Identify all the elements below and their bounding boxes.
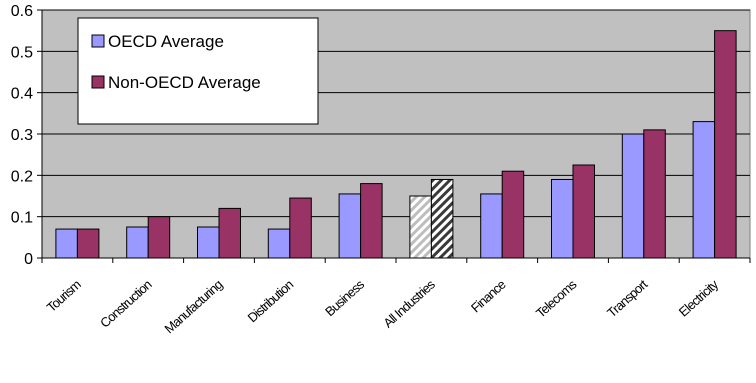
legend-swatch xyxy=(91,75,105,89)
category-label: Distribution xyxy=(245,277,297,326)
bar-non-oecd xyxy=(501,170,525,259)
category-label: All Industries xyxy=(380,276,438,330)
y-tick-label: 0 xyxy=(24,251,33,268)
y-tick-label: 0.5 xyxy=(11,44,33,61)
category-labels: Tourism Construction Manufacturing Distribu… xyxy=(44,276,722,336)
bar-non-oecd xyxy=(76,228,100,259)
category-label: Transport xyxy=(604,276,651,320)
category-label: Tourism xyxy=(44,277,84,315)
legend: OECD Average Non-OECD Average xyxy=(77,17,319,125)
bar-oecd xyxy=(551,178,574,259)
bar-oecd xyxy=(480,193,503,259)
bar-non-oecd xyxy=(430,178,454,259)
bar-non-oecd xyxy=(643,129,666,259)
bar-oecd xyxy=(409,195,432,259)
category-label: Finance xyxy=(468,277,509,316)
category-label: Electricity xyxy=(676,276,722,319)
category-label: Manufacturing xyxy=(161,277,225,337)
bar-non-oecd xyxy=(360,183,383,259)
category-label: Telecoms xyxy=(533,276,580,320)
category-label: Business xyxy=(322,276,367,319)
category-label: Construction xyxy=(97,277,155,331)
y-tick-label: 0.3 xyxy=(11,127,33,144)
y-tick-label: 0.1 xyxy=(11,210,33,227)
bar-non-oecd xyxy=(147,216,171,259)
bar-non-oecd xyxy=(572,164,595,259)
y-tick-label: 0.2 xyxy=(11,168,33,185)
legend-label: Non-OECD Average xyxy=(108,73,261,92)
bar-oecd xyxy=(621,133,645,259)
y-tick-label: 0.4 xyxy=(11,86,33,103)
bar-non-oecd xyxy=(218,207,241,259)
legend-swatch xyxy=(91,34,105,48)
y-tick-label: 0.6 xyxy=(11,3,33,20)
bars xyxy=(55,30,737,259)
bar-oecd xyxy=(692,121,716,259)
legend-box xyxy=(77,17,319,125)
legend-label: OECD Average xyxy=(108,32,224,51)
bar-non-oecd xyxy=(714,30,737,259)
bar-oecd xyxy=(55,228,78,259)
bar-oecd xyxy=(267,228,291,259)
bar-oecd xyxy=(126,226,149,259)
bar-non-oecd xyxy=(289,197,312,259)
bar-oecd xyxy=(338,193,362,259)
bar-oecd xyxy=(197,226,220,259)
